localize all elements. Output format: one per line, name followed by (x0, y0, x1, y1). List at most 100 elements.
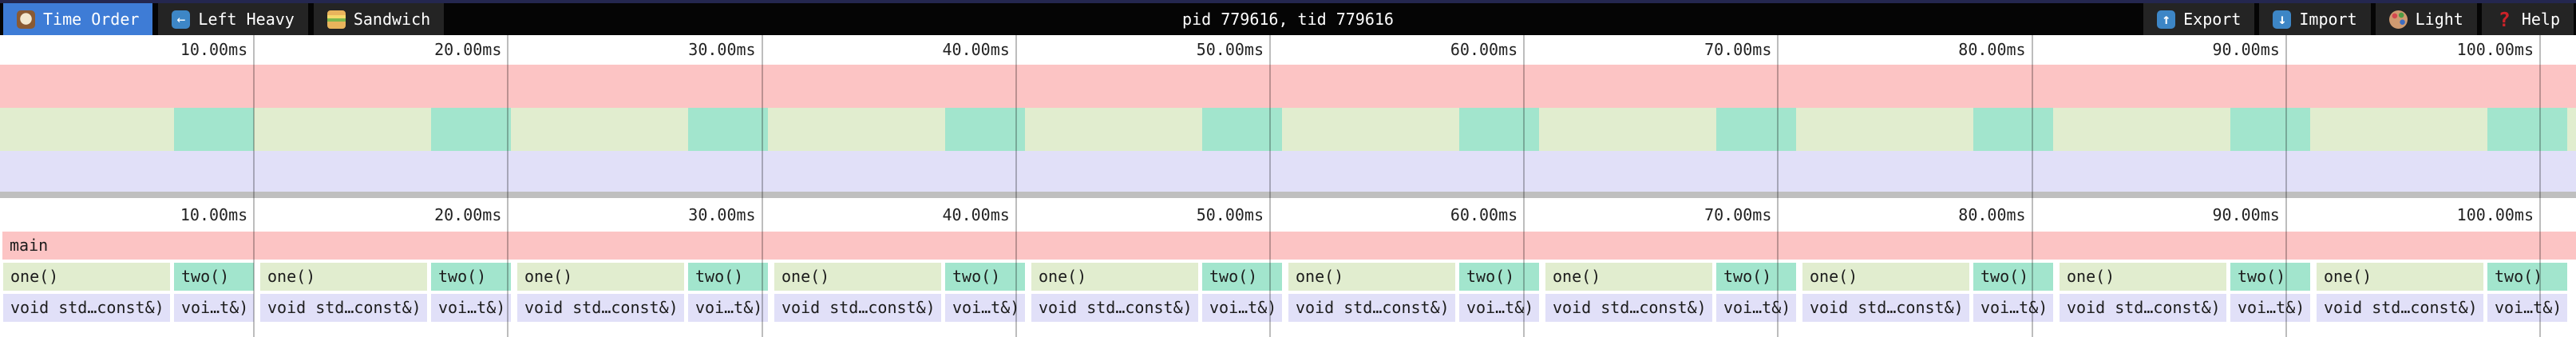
flame-frame-leaf[interactable]: voi…t&) (2487, 294, 2567, 322)
flame-frame-two[interactable]: two() (945, 263, 1025, 291)
flame-frame-two[interactable]: two() (2487, 263, 2567, 291)
flame-frame-one[interactable]: one() (517, 263, 684, 291)
flame-frame-one[interactable]: one() (2317, 263, 2483, 291)
flame-frame-one[interactable]: one() (774, 263, 941, 291)
flame-frame-leaf[interactable]: void std…const&) (517, 294, 684, 322)
flame-frame-one[interactable]: one() (260, 263, 427, 291)
flame-row-leaves: void std…const&) voi…t&) void std…const&) v… (0, 294, 2576, 322)
tick-label: 10.00ms (180, 205, 248, 224)
flame-frame-one[interactable]: one() (1545, 263, 1712, 291)
left-heavy-tab[interactable]: ← Left Heavy (158, 3, 308, 35)
flame-frame-two[interactable]: two() (431, 263, 511, 291)
light-label: Light (2415, 10, 2463, 29)
flame-frame-leaf[interactable]: void std…const&) (2317, 294, 2483, 322)
flame-frame-leaf[interactable]: void std…const&) (260, 294, 427, 322)
tick-label: 90.00ms (2212, 205, 2280, 224)
tick-label: 10.00ms (180, 40, 248, 59)
export-label: Export (2183, 10, 2242, 29)
tick-label: 70.00ms (1704, 40, 1772, 59)
minimap-frame-two[interactable] (2487, 108, 2567, 151)
flame-frame-leaf[interactable]: void std…const&) (1545, 294, 1712, 322)
minimap-frame-two[interactable] (1716, 108, 1796, 151)
flame-row-calls: one() two() one() two() one() two() one() two()… (0, 263, 2576, 291)
help-button[interactable]: ? Help (2481, 3, 2574, 35)
tick-label: 30.00ms (688, 40, 756, 59)
flame-frame-leaf[interactable]: voi…t&) (174, 294, 254, 322)
flame-frame-leaf[interactable]: voi…t&) (1459, 294, 1539, 322)
flame-frame-two[interactable]: two() (174, 263, 254, 291)
sandwich-icon (326, 10, 346, 29)
export-icon: ↑ (2157, 10, 2176, 29)
import-label: Import (2299, 10, 2357, 29)
tick-label: 100.00ms (2456, 205, 2534, 224)
minimap-time-axis: 10.00ms 20.00ms 30.00ms 40.00ms 50.00ms 60.00… (0, 35, 2576, 65)
tick-label: 40.00ms (942, 205, 1010, 224)
light-button[interactable]: Light (2375, 3, 2477, 35)
minimap-frame-two[interactable] (1202, 108, 1282, 151)
flame-frame-two[interactable]: two() (1459, 263, 1539, 291)
tick-label: 60.00ms (1450, 40, 1518, 59)
minimap-frame-two[interactable] (431, 108, 511, 151)
flame-frame-leaf[interactable]: voi…t&) (1202, 294, 1282, 322)
export-button[interactable]: ↑ Export (2143, 3, 2255, 35)
flame-frame-leaf[interactable]: void std…const&) (3, 294, 170, 322)
import-icon: ↓ (2273, 10, 2292, 29)
minimap-band-leaves[interactable] (0, 151, 2576, 192)
tick-label: 30.00ms (688, 205, 756, 224)
minimap-band-calls[interactable] (0, 108, 2576, 151)
flame-frame-leaf[interactable]: void std…const&) (1802, 294, 1969, 322)
time-order-tab[interactable]: Time Order (3, 3, 153, 35)
flame-frame-leaf[interactable]: void std…const&) (1031, 294, 1198, 322)
flame-frame-leaf[interactable]: voi…t&) (688, 294, 768, 322)
flame-frame-one[interactable]: one() (1802, 263, 1969, 291)
window-title: pid 779616, tid 779616 (1182, 10, 1394, 29)
flame-frame-one[interactable]: one() (3, 263, 170, 291)
flame-frame-two[interactable]: two() (688, 263, 768, 291)
flame-frame-leaf[interactable]: voi…t&) (945, 294, 1025, 322)
minimap-frame-two[interactable] (174, 108, 254, 151)
import-button[interactable]: ↓ Import (2259, 3, 2371, 35)
sandwich-tab[interactable]: Sandwich (313, 3, 445, 35)
minimap-frame-two[interactable] (945, 108, 1025, 151)
minimap-frame-two[interactable] (2230, 108, 2310, 151)
time-order-label: Time Order (43, 10, 140, 29)
main-time-axis: 10.00ms 20.00ms 30.00ms 40.00ms 50.00ms 60.00… (0, 198, 2576, 232)
minimap-frame-two[interactable] (1973, 108, 2053, 151)
toolbar-actions: ↑ Export ↓ Import Light ? Help (2143, 3, 2574, 35)
tick-label: 40.00ms (942, 40, 1010, 59)
flame-frame-one[interactable]: one() (1031, 263, 1198, 291)
minimap-band-main[interactable] (0, 65, 2576, 108)
tick-label: 80.00ms (1958, 40, 2026, 59)
flame-frame-two[interactable]: two() (1716, 263, 1796, 291)
flame-frame-two[interactable]: two() (2230, 263, 2310, 291)
minimap-frame-two[interactable] (1459, 108, 1539, 151)
flame-frame-leaf[interactable]: void std…const&) (1288, 294, 1455, 322)
tick-label: 80.00ms (1958, 205, 2026, 224)
flame-frame-main[interactable]: main (2, 232, 2576, 260)
flame-frame-leaf[interactable]: voi…t&) (431, 294, 511, 322)
flame-frame-leaf[interactable]: void std…const&) (774, 294, 941, 322)
flame-frame-leaf[interactable]: voi…t&) (1973, 294, 2053, 322)
sandwich-label: Sandwich (353, 10, 431, 29)
toolbar: Time Order ← Left Heavy Sandwich pid 779616… (0, 3, 2576, 35)
flame-frame-two[interactable]: two() (1973, 263, 2053, 291)
flame-frame-one[interactable]: one() (2060, 263, 2226, 291)
help-label: Help (2521, 10, 2560, 29)
flame-row-main: main (0, 232, 2576, 260)
flame-frame-leaf[interactable]: voi…t&) (1716, 294, 1796, 322)
flame-frame-leaf[interactable]: voi…t&) (2230, 294, 2310, 322)
left-arrow-icon: ← (172, 10, 191, 29)
flame-frame-leaf[interactable]: void std…const&) (2060, 294, 2226, 322)
tick-label: 20.00ms (434, 40, 502, 59)
minimap-divider[interactable] (0, 192, 2576, 198)
left-heavy-label: Left Heavy (198, 10, 295, 29)
top-strip (0, 0, 2576, 3)
flame-frame-one[interactable]: one() (1288, 263, 1455, 291)
tick-label: 100.00ms (2456, 40, 2534, 59)
tick-label: 20.00ms (434, 205, 502, 224)
flame-frame-two[interactable]: two() (1202, 263, 1282, 291)
minimap-frame-two[interactable] (688, 108, 768, 151)
tick-label: 50.00ms (1196, 205, 1264, 224)
tick-label: 50.00ms (1196, 40, 1264, 59)
